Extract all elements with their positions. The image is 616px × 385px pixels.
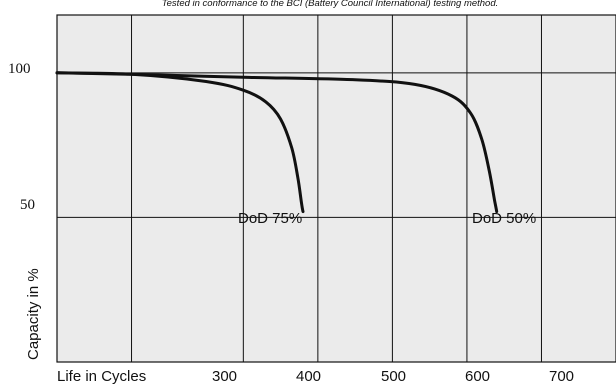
x-tick-400: 400 bbox=[296, 368, 321, 385]
x-tick-500: 500 bbox=[381, 368, 406, 385]
y-tick-50: 50 bbox=[20, 197, 35, 213]
y-tick-100: 100 bbox=[8, 61, 31, 77]
series-label-dod50: DoD 50% bbox=[472, 210, 536, 227]
x-axis-label: Life in Cycles bbox=[57, 368, 146, 385]
x-tick-700: 700 bbox=[549, 368, 574, 385]
y-axis-label: Capacity in % bbox=[25, 268, 42, 360]
series-lines bbox=[55, 71, 499, 214]
x-tick-600: 600 bbox=[465, 368, 490, 385]
chart-note: Tested in conformance to the BCI (Batter… bbox=[162, 0, 499, 9]
x-tick-300: 300 bbox=[212, 368, 237, 385]
grid bbox=[57, 15, 616, 362]
series-label-dod75: DoD 75% bbox=[238, 210, 302, 227]
plot-area bbox=[56, 14, 616, 363]
series-line-1 bbox=[55, 71, 499, 214]
